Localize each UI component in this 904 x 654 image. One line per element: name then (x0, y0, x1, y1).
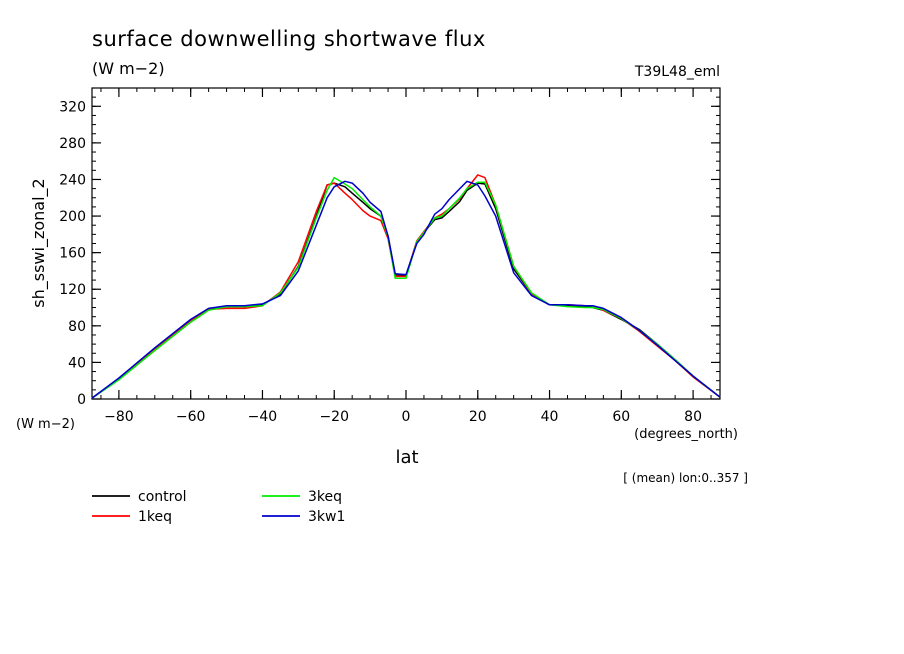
averaging-note: [ (mean) lon:0..357 ] (623, 471, 748, 485)
y-tick-label: 40 (68, 355, 86, 371)
chart-subtitle: (W m−2) (92, 59, 165, 78)
x-units-label: (degrees_north) (634, 427, 738, 442)
legend-label-1keq: 1keq (138, 509, 172, 525)
y-tick-label: 200 (59, 209, 86, 225)
x-tick-label: 80 (684, 409, 702, 425)
y-tick-label: 80 (68, 319, 86, 335)
x-tick-label: 60 (612, 409, 630, 425)
x-axis-label: lat (395, 447, 418, 468)
legend-label-control: control (138, 489, 187, 505)
legend: control 1keq 3keq 3kw1 (92, 489, 345, 525)
x-tick-label: −80 (104, 409, 134, 425)
legend-label-3kw1: 3kw1 (308, 509, 345, 525)
chart-title: surface downwelling shortwave flux (92, 27, 486, 51)
y-tick-label: 280 (59, 136, 86, 152)
x-tick-label: −60 (176, 409, 206, 425)
plot-frame (91, 87, 721, 400)
experiment-label: T39L48_eml (634, 64, 720, 80)
x-tick-label: −40 (248, 409, 278, 425)
series-line-1keq (91, 174, 721, 399)
series-line-3keq (91, 176, 721, 399)
series-line-control (91, 182, 721, 399)
series-line-3kw1 (91, 180, 721, 399)
y-tick-label: 0 (77, 392, 86, 408)
y-axis-label: sh_sswi_zonal_2 (29, 178, 49, 307)
y-tick-label: 160 (59, 246, 86, 262)
y-tick-label: 320 (59, 99, 86, 115)
y-units-label: (W m−2) (16, 417, 75, 432)
y-tick-label: 120 (59, 282, 86, 298)
plot-axes: −80 −60 −40 −20 0 20 40 60 80 0 40 80 120 160 200 240 28… (59, 87, 721, 425)
y-tick-label: 240 (59, 172, 86, 188)
x-tick-label: 0 (402, 409, 411, 425)
series-lines (91, 174, 721, 399)
x-tick-label: 40 (541, 409, 559, 425)
x-tick-label: 20 (469, 409, 487, 425)
legend-label-3keq: 3keq (308, 489, 342, 505)
x-tick-label: −20 (319, 409, 349, 425)
